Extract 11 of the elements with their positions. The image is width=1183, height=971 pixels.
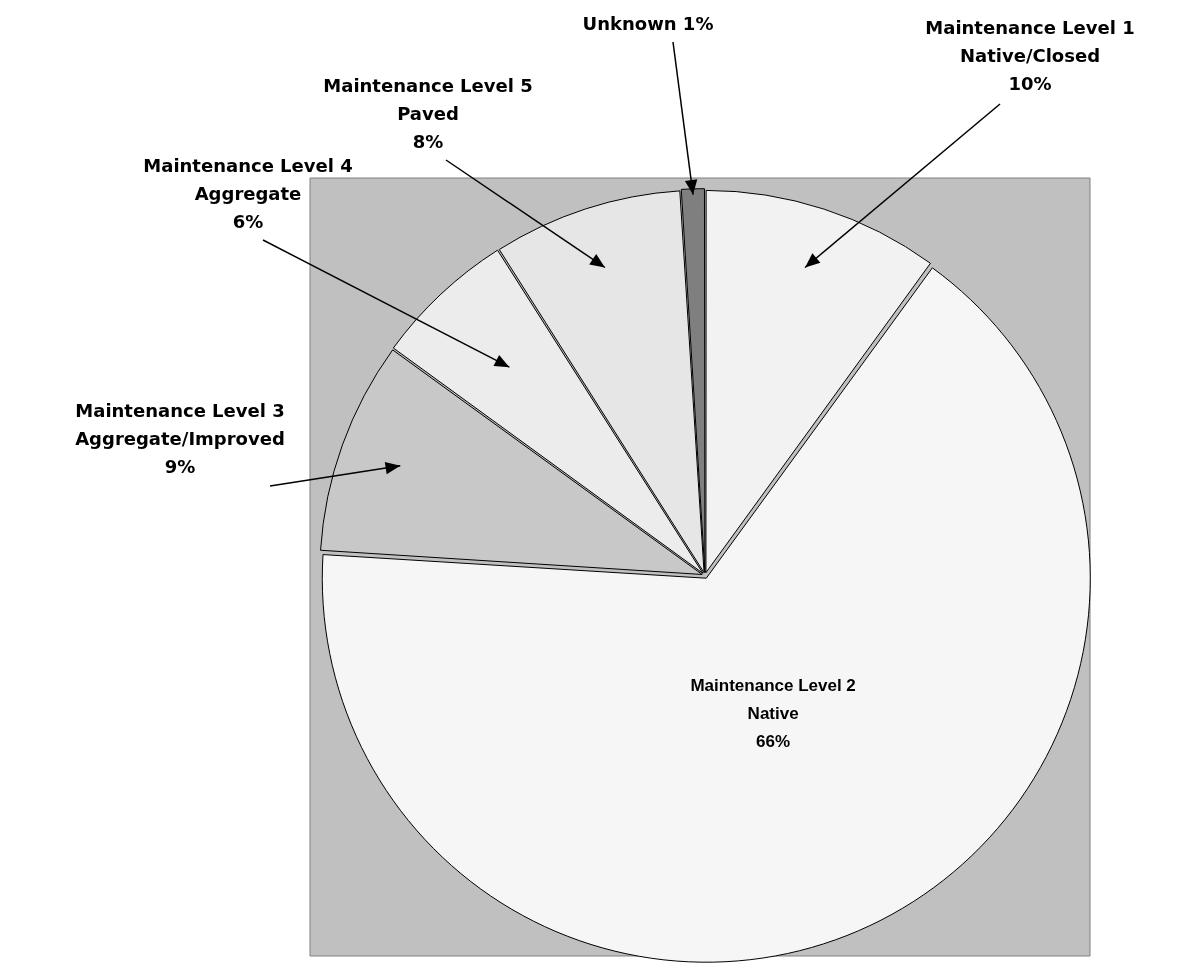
- data-label: 9%: [164, 455, 196, 477]
- slice-label: Maintenance Level 1 Native/Closed: [925, 16, 1135, 66]
- data-label: 6%: [232, 210, 264, 232]
- slice-label: Unknown 1%: [582, 12, 714, 34]
- slice-label: Maintenance Level 2 Native: [690, 676, 856, 724]
- slice-label: Maintenance Level 4 Aggregate: [143, 154, 353, 204]
- slice-label: Maintenance Level 5 Paved: [323, 74, 533, 124]
- slice-label: Maintenance Level 3 Aggregate/Improved: [75, 399, 285, 449]
- data-label: 8%: [412, 130, 444, 152]
- data-label: 66%: [756, 732, 791, 752]
- data-label: 10%: [1008, 72, 1052, 94]
